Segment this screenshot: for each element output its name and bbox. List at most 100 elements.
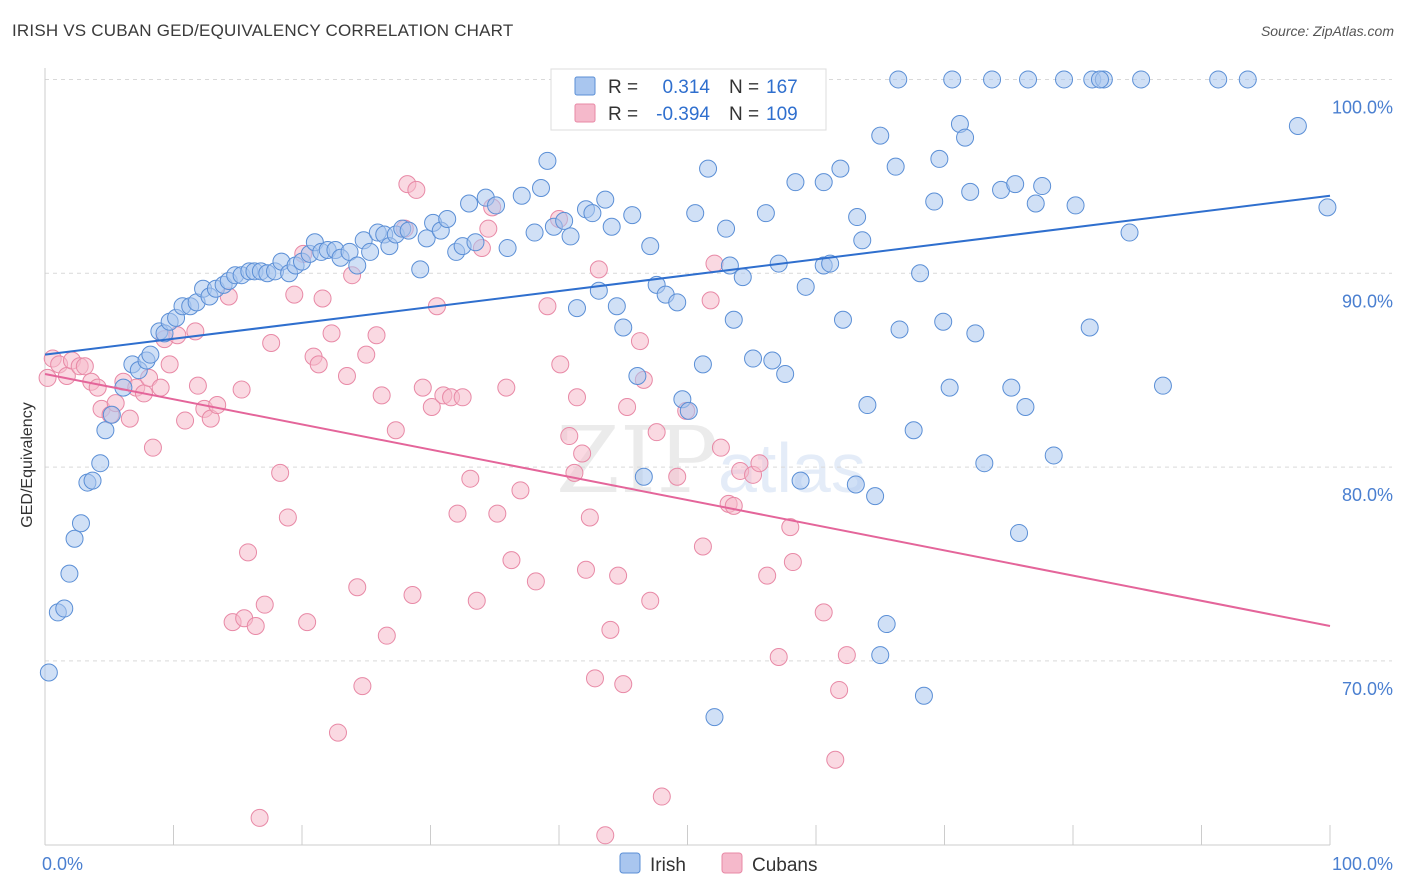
- irish-point: [686, 204, 705, 223]
- irish-point: [831, 159, 850, 178]
- cubans-point: [783, 553, 802, 572]
- irish-point: [39, 663, 58, 682]
- irish-trend-line: [44, 194, 1331, 356]
- irish-point: [961, 182, 980, 201]
- irish-point: [399, 221, 418, 240]
- cubans-points: [38, 175, 856, 845]
- irish-r-label: R =: [608, 77, 638, 98]
- irish-point: [966, 324, 985, 343]
- irish-point: [102, 405, 121, 424]
- irish-point: [614, 318, 633, 337]
- irish-point: [877, 615, 896, 634]
- cubans-point: [724, 496, 743, 515]
- legend-irish-swatch: [619, 852, 641, 874]
- cubans-point: [711, 438, 730, 457]
- irish-point: [744, 349, 763, 368]
- irish-point: [1132, 70, 1151, 89]
- irish-point: [930, 149, 949, 168]
- irish-point: [487, 196, 506, 215]
- irish-point: [83, 471, 102, 490]
- grid-lines: [45, 78, 1392, 662]
- cubans-n-value: 109: [766, 104, 798, 125]
- irish-point: [348, 256, 367, 275]
- cubans-point: [750, 454, 769, 473]
- cubans-point: [693, 537, 712, 556]
- cubans-point: [367, 326, 386, 345]
- cubans-point: [551, 355, 570, 374]
- cubans-point: [403, 585, 422, 604]
- irish-point: [889, 70, 908, 89]
- trend-lines: [44, 194, 1331, 627]
- irish-point: [848, 208, 867, 227]
- irish-point: [1120, 223, 1139, 242]
- irish-n-value: 167: [766, 77, 798, 98]
- cubans-point: [526, 572, 545, 591]
- cubans-point: [120, 409, 139, 428]
- irish-point: [1318, 198, 1337, 217]
- irish-point: [466, 233, 485, 252]
- irish-point: [1002, 378, 1021, 397]
- cubans-point: [407, 180, 426, 199]
- irish-point: [1006, 175, 1025, 194]
- cubans-point: [448, 504, 467, 523]
- cubans-point: [830, 680, 849, 699]
- cubans-point: [377, 626, 396, 645]
- source-credit: Source: ZipAtlas.com: [1260, 23, 1394, 39]
- irish-point: [821, 254, 840, 273]
- irish-points: [39, 70, 1337, 727]
- x-tick-label: 0.0%: [42, 854, 83, 874]
- cubans-point: [298, 613, 317, 632]
- cubans-point: [75, 357, 94, 376]
- irish-point: [699, 159, 718, 178]
- cubans-n-label: N =: [729, 104, 759, 125]
- correlation-legend: R = 0.314 N = 167 R = -0.394 N = 109: [550, 68, 827, 131]
- irish-point: [943, 70, 962, 89]
- irish-point: [1055, 70, 1074, 89]
- cubans-point: [826, 750, 845, 769]
- cubans-point: [488, 504, 507, 523]
- irish-point: [60, 564, 79, 583]
- cubans-point: [758, 566, 777, 585]
- cubans-point: [596, 826, 615, 845]
- cubans-point: [497, 378, 516, 397]
- cubans-point: [652, 787, 671, 806]
- x-tick-labels: 0.0% 100.0%: [42, 854, 1393, 874]
- irish-point: [1044, 446, 1063, 465]
- cubans-point: [560, 427, 579, 446]
- irish-point: [890, 320, 909, 339]
- cubans-point: [353, 677, 372, 696]
- axes: [44, 68, 1331, 846]
- irish-point: [679, 401, 698, 420]
- cubans-point: [701, 291, 720, 310]
- irish-point: [871, 126, 890, 145]
- irish-point: [602, 217, 621, 236]
- cubans-point: [837, 646, 856, 665]
- irish-point: [71, 514, 90, 533]
- irish-point: [623, 206, 642, 225]
- cubans-point: [246, 616, 265, 635]
- irish-point: [791, 471, 810, 490]
- irish-point: [763, 351, 782, 370]
- cubans-point: [641, 591, 660, 610]
- irish-point: [460, 194, 479, 213]
- cubans-point: [576, 560, 595, 579]
- cubans-point: [614, 675, 633, 694]
- irish-point: [1033, 177, 1052, 196]
- cubans-point: [208, 396, 227, 415]
- irish-point: [607, 297, 626, 316]
- cubans-point: [386, 421, 405, 440]
- irish-point: [693, 355, 712, 374]
- chart-title: IRISH VS CUBAN GED/EQUIVALENCY CORRELATI…: [12, 21, 514, 40]
- irish-point: [914, 686, 933, 705]
- cubans-r-value: -0.394: [656, 104, 710, 125]
- irish-point: [668, 293, 687, 312]
- irish-n-label: N =: [729, 77, 759, 98]
- cubans-point: [239, 543, 258, 562]
- irish-point: [733, 268, 752, 287]
- irish-point: [417, 229, 436, 248]
- irish-point: [1010, 523, 1029, 542]
- irish-point: [756, 204, 775, 223]
- cubans-point: [328, 723, 347, 742]
- cubans-point: [511, 481, 530, 500]
